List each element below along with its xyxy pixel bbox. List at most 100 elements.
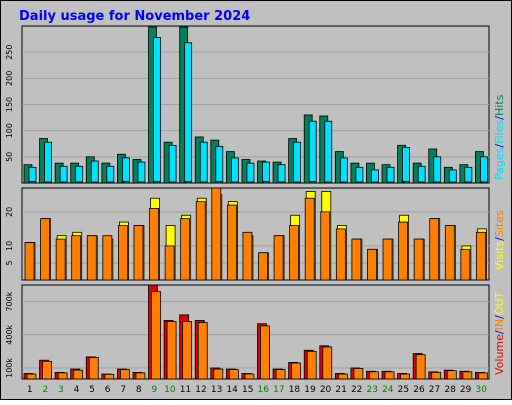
bar-files-day-14 xyxy=(230,157,239,184)
bar-files-day-22 xyxy=(355,166,364,184)
bar-sites-day-16 xyxy=(258,252,268,281)
legend-middle: Visits/Sites xyxy=(493,210,506,270)
bar-files-day-20 xyxy=(324,120,333,184)
bar-files-day-25 xyxy=(402,147,411,184)
x-tick-label: 22 xyxy=(351,385,362,395)
bar-files-day-18 xyxy=(293,141,302,184)
bar-in-day-15 xyxy=(244,373,255,380)
bar-files-day-12 xyxy=(199,141,208,184)
x-tick-label: 4 xyxy=(74,385,80,395)
bar-in-day-4 xyxy=(73,369,84,380)
y-tick-label: 150 xyxy=(5,97,14,112)
legend-part: Files xyxy=(493,119,506,143)
bar-pages-day-12 xyxy=(200,181,207,184)
bar-pages-day-3 xyxy=(60,181,67,184)
bar-sites-day-19 xyxy=(304,197,315,281)
y-tick-label: 200 xyxy=(5,71,14,86)
bar-files-day-3 xyxy=(59,165,68,184)
panel-middle: 5 10 20 xyxy=(5,187,490,281)
x-tick-label: 2 xyxy=(42,385,48,395)
legend-part: / xyxy=(493,116,506,120)
y-tick-label: 50 xyxy=(5,152,14,162)
bar-files-day-16 xyxy=(262,161,270,184)
bar-pages-day-22 xyxy=(356,181,363,184)
legends: Pages/Files/HitsVisits/SitesVolume/IN/OU… xyxy=(493,94,506,375)
bar-files-day-19 xyxy=(308,120,317,184)
x-tick-label: 14 xyxy=(226,385,238,395)
plot-area xyxy=(21,187,490,281)
x-tick-label: 7 xyxy=(120,385,126,395)
bar-files-day-11 xyxy=(184,42,193,184)
x-tick-label: 8 xyxy=(136,385,142,395)
bar-sites-day-4 xyxy=(71,235,82,281)
bar-in-day-20 xyxy=(322,346,333,380)
bar-sites-day-8 xyxy=(133,225,144,281)
bar-in-day-24 xyxy=(384,371,395,380)
y-tick-label: 100k xyxy=(5,358,14,378)
bar-in-day-16 xyxy=(260,325,270,380)
x-tick-label: 13 xyxy=(211,385,222,395)
bar-files-day-29 xyxy=(464,166,473,184)
x-tick-label: 9 xyxy=(151,385,157,395)
bar-pages-day-29 xyxy=(465,181,472,184)
bar-pages-day-8 xyxy=(138,181,145,184)
legend-part: / xyxy=(493,315,506,319)
bar-in-day-22 xyxy=(353,368,364,380)
bar-in-day-30 xyxy=(478,372,488,380)
bar-pages-day-11 xyxy=(185,181,192,184)
x-tick-label: 18 xyxy=(289,385,301,395)
bar-in-day-13 xyxy=(213,368,224,380)
bar-files-day-24 xyxy=(386,166,395,184)
x-tick-label: 5 xyxy=(89,385,95,395)
x-tick-label: 17 xyxy=(273,385,284,395)
x-tick-label: 20 xyxy=(320,385,332,395)
bar-pages-day-16 xyxy=(263,181,269,184)
bar-sites-day-30 xyxy=(476,231,486,281)
bar-pages-day-2 xyxy=(45,181,51,184)
legend-part: / xyxy=(493,330,506,334)
bar-pages-day-1 xyxy=(29,181,36,184)
x-tick-label: 3 xyxy=(58,385,64,395)
bar-in-day-2 xyxy=(42,360,52,380)
bar-sites-day-20 xyxy=(320,211,331,281)
bar-pages-day-23 xyxy=(372,181,378,184)
bar-files-day-7 xyxy=(122,157,130,184)
bar-in-day-23 xyxy=(369,371,379,380)
legend-part: OUT xyxy=(493,291,506,315)
legend-part: Pages xyxy=(493,147,506,180)
bar-pages-day-19 xyxy=(309,181,316,184)
bar-sites-day-14 xyxy=(226,204,237,281)
bar-in-day-19 xyxy=(306,350,317,380)
bar-pages-day-9 xyxy=(154,181,160,184)
panel-bottom: 100k 400k 700k xyxy=(5,284,490,380)
bar-sites-day-6 xyxy=(102,235,113,281)
bar-sites-day-23 xyxy=(367,248,377,281)
bar-sites-day-9 xyxy=(149,208,159,281)
bar-files-day-9 xyxy=(153,37,161,184)
legend-part: Hits xyxy=(493,94,506,116)
legend-part: IN xyxy=(493,319,506,330)
bar-pages-day-10 xyxy=(169,181,176,184)
bar-pages-day-6 xyxy=(107,181,114,184)
bar-files-day-28 xyxy=(448,169,457,184)
bar-sites-day-17 xyxy=(273,235,284,281)
bar-sites-day-15 xyxy=(242,231,253,281)
bar-sites-day-13 xyxy=(211,187,222,281)
y-tick-label: 10 xyxy=(5,241,14,251)
x-tick-label: 16 xyxy=(258,385,270,395)
x-tick-label: 26 xyxy=(413,385,425,395)
bar-in-day-5 xyxy=(88,357,99,380)
bar-files-day-4 xyxy=(75,165,84,184)
x-tick-label: 19 xyxy=(304,385,316,395)
bar-pages-day-30 xyxy=(481,181,487,184)
bar-in-day-18 xyxy=(291,362,302,380)
x-tick-label: 25 xyxy=(398,385,409,395)
bar-sites-day-24 xyxy=(382,238,393,281)
x-tick-label: 29 xyxy=(460,385,472,395)
bar-files-day-30 xyxy=(480,156,488,184)
bar-files-day-6 xyxy=(106,165,115,184)
bar-files-day-10 xyxy=(168,144,177,184)
bar-files-day-5 xyxy=(90,160,99,184)
